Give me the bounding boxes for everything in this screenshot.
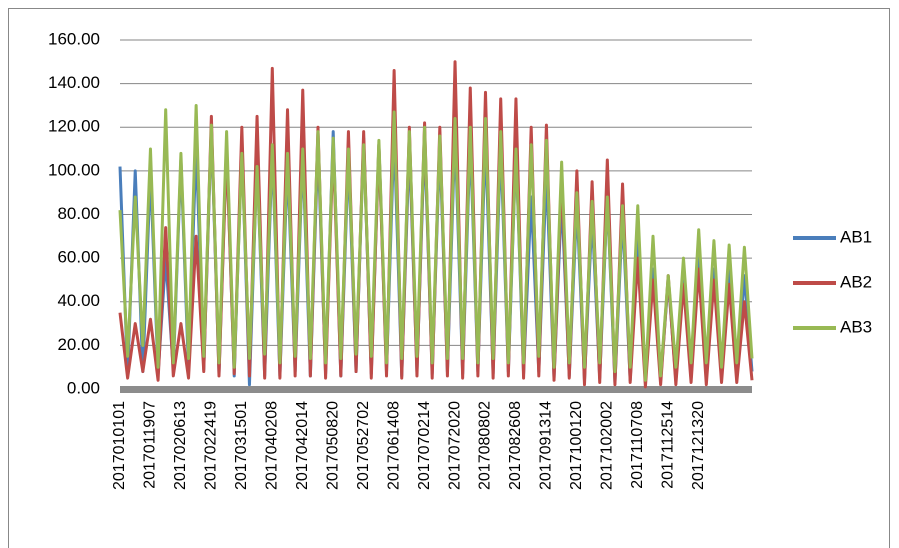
- y-tick-label: 0.00: [67, 378, 100, 397]
- y-tick-label: 20.00: [57, 335, 100, 354]
- x-tick-label: 2017010101: [111, 401, 128, 490]
- x-tick-label: 2017110708: [629, 401, 646, 489]
- x-tick-label: 2017082608: [507, 401, 524, 490]
- x-tick-label: 2017011907: [142, 401, 159, 489]
- x-tick-label: 2017080802: [477, 401, 494, 490]
- x-axis: [120, 386, 752, 393]
- x-tick-label: 2017042014: [294, 401, 311, 490]
- x-tick-label: 2017072020: [446, 401, 463, 490]
- x-tick-label: 2017022419: [203, 401, 220, 490]
- series-line: [118, 103, 754, 382]
- y-tick-label: 120.00: [48, 117, 100, 136]
- x-tick-label: 2017102002: [599, 401, 616, 490]
- x-tick-label: 2017040208: [264, 401, 281, 490]
- x-tick-label: 2017020613: [172, 401, 189, 490]
- x-tick-label: 2017031501: [233, 401, 250, 490]
- chart-border: [8, 8, 890, 548]
- y-tick-label: 80.00: [57, 204, 100, 223]
- x-tick-label: 2017070214: [416, 401, 433, 490]
- x-tick-label: 2017050820: [324, 401, 341, 490]
- x-tick-label: 2017121320: [690, 401, 707, 490]
- legend-label: AB2: [840, 272, 872, 291]
- x-tick-label: 2017052702: [355, 401, 372, 490]
- x-tick-label: 2017091314: [538, 401, 555, 490]
- x-tick-label: 2017100120: [568, 401, 585, 490]
- x-tick-label: 2017112514: [659, 401, 676, 489]
- y-tick-label: 160.00: [48, 29, 100, 48]
- legend-label: AB1: [840, 227, 872, 246]
- x-tick-label: 2017061408: [385, 401, 402, 490]
- y-tick-label: 60.00: [57, 248, 100, 267]
- y-tick-label: 100.00: [48, 160, 100, 179]
- y-tick-label: 40.00: [57, 291, 100, 310]
- legend-label: AB3: [840, 317, 872, 336]
- y-tick-label: 140.00: [48, 73, 100, 92]
